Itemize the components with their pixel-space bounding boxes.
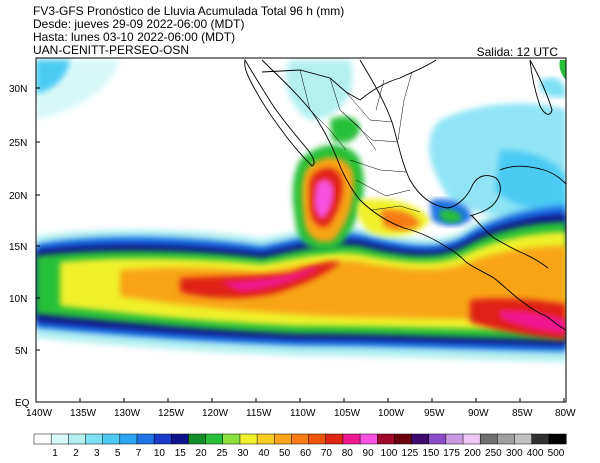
lon-label-125w: 125W xyxy=(158,408,185,419)
lon-label-105w: 105W xyxy=(334,408,361,419)
colorbar-label: 25 xyxy=(216,448,228,459)
colorbar-swatch xyxy=(68,433,87,445)
colorbar-swatch xyxy=(342,433,361,445)
colorbar-swatch xyxy=(119,433,138,445)
run-time-label: Salida: 12 UTC xyxy=(476,45,558,59)
lon-label-135w: 135W xyxy=(70,408,97,419)
colorbar-swatch xyxy=(531,433,550,445)
colorbar-swatch xyxy=(102,433,121,445)
colorbar-label: 300 xyxy=(506,448,523,459)
colorbar-swatch xyxy=(256,433,275,445)
lat-label-eq: EQ xyxy=(15,398,30,409)
colorbar-label: 1 xyxy=(52,448,58,459)
colorbar-swatch xyxy=(479,433,498,445)
colorbar-swatch xyxy=(497,433,516,445)
colorbar-swatch xyxy=(462,433,481,445)
colorbar-label: 50 xyxy=(279,448,291,459)
colorbar-label: 20 xyxy=(196,448,208,459)
colorbar-swatch xyxy=(411,433,430,445)
lon-label-90w: 90W xyxy=(468,408,489,419)
colorbar: 1 2 3 5 7 10 15 20 25 30 40 50 60 70 80 90 100 125 150 175 2… xyxy=(33,433,567,459)
colorbar-label: 3 xyxy=(94,448,100,459)
colorbar-label: 125 xyxy=(402,448,419,459)
lat-label-15n: 15N xyxy=(9,242,27,253)
colorbar-swatch xyxy=(33,433,52,445)
coastlines xyxy=(244,58,566,331)
lat-label-20n: 20N xyxy=(9,191,27,202)
colorbar-label: 400 xyxy=(527,448,544,459)
colorbar-swatch xyxy=(291,433,310,445)
lon-label-120w: 120W xyxy=(202,408,229,419)
lon-label-100w: 100W xyxy=(378,408,405,419)
longitude-axis: 140W 135W 130W 125W 120W 115W 110W 105W … xyxy=(26,398,576,419)
colorbar-label: 70 xyxy=(321,448,333,459)
colorbar-label: 500 xyxy=(548,448,565,459)
date-from: Desde: jueves 29-09 2022-06:00 (MDT) xyxy=(33,17,245,31)
lon-label-95w: 95W xyxy=(424,408,445,419)
colorbar-swatch xyxy=(394,433,413,445)
colorbar-label: 100 xyxy=(381,448,398,459)
lat-label-30n: 30N xyxy=(9,84,27,95)
colorbar-swatch xyxy=(153,433,172,445)
colorbar-label: 30 xyxy=(237,448,249,459)
colorbar-label: 60 xyxy=(300,448,312,459)
colorbar-swatch xyxy=(359,433,378,445)
colorbar-swatch xyxy=(239,433,258,445)
lon-label-80w: 80W xyxy=(555,408,576,419)
colorbar-label: 10 xyxy=(154,448,166,459)
colorbar-swatch xyxy=(136,433,155,445)
source-label: UAN-CENITT-PERSEO-OSN xyxy=(33,43,190,57)
colorbar-swatch xyxy=(50,433,69,445)
colorbar-swatch xyxy=(548,433,567,445)
colorbar-swatch xyxy=(376,433,395,445)
colorbar-label: 250 xyxy=(485,448,502,459)
map-frame xyxy=(35,57,567,403)
colorbar-label: 175 xyxy=(443,448,460,459)
colorbar-label: 15 xyxy=(175,448,187,459)
colorbar-label: 90 xyxy=(363,448,375,459)
colorbar-label: 7 xyxy=(136,448,142,459)
colorbar-label: 40 xyxy=(258,448,270,459)
precip-field xyxy=(36,60,566,362)
lat-label-10n: 10N xyxy=(9,294,27,305)
colorbar-swatch xyxy=(274,433,292,445)
colorbar-label: 2 xyxy=(73,448,79,459)
colorbar-swatch xyxy=(188,433,207,445)
lon-label-115w: 115W xyxy=(246,408,272,419)
latitude-axis: 30N 25N 20N 15N 10N 5N EQ xyxy=(9,84,40,409)
colorbar-label: 80 xyxy=(342,448,354,459)
colorbar-label: 5 xyxy=(115,448,121,459)
colorbar-swatch xyxy=(445,433,464,445)
map-title: FV3-GFS Pronóstico de Lluvia Acumulada T… xyxy=(33,4,345,18)
colorbar-swatch xyxy=(308,433,327,445)
lon-label-140w: 140W xyxy=(26,408,53,419)
colorbar-swatch xyxy=(325,433,344,445)
colorbar-swatch xyxy=(205,433,224,445)
colorbar-swatch xyxy=(171,433,189,445)
lat-label-25n: 25N xyxy=(9,138,27,149)
colorbar-swatch xyxy=(428,433,447,445)
colorbar-swatch xyxy=(222,433,241,445)
colorbar-swatch xyxy=(514,433,533,445)
lon-label-130w: 130W xyxy=(114,408,141,419)
lon-label-85w: 85W xyxy=(512,408,533,419)
colorbar-swatch xyxy=(85,433,104,445)
date-to: Hasta: lunes 03-10 2022-06:00 (MDT) xyxy=(33,30,236,44)
lon-label-110w: 110W xyxy=(290,408,316,419)
state-boundaries xyxy=(299,69,421,213)
lat-label-5n: 5N xyxy=(15,346,28,357)
colorbar-label: 150 xyxy=(422,448,439,459)
colorbar-label: 200 xyxy=(464,448,481,459)
